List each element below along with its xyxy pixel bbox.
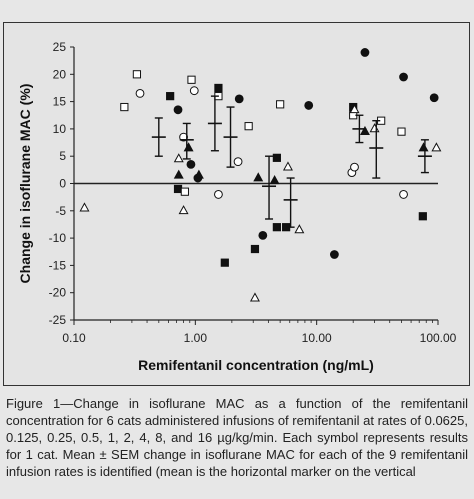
scatter-chart: -25 -20 -15 -10 -5 0 5 10 15 20 25 0.10 1.00 10.00 100…	[17, 40, 457, 373]
y-tick-label: -5	[55, 204, 66, 218]
data-point-filled-circle	[173, 105, 183, 115]
data-point-filled-square	[166, 92, 175, 101]
data-point-filled-triangle	[253, 172, 264, 182]
data-point-filled-square	[272, 153, 281, 162]
data-point-filled-square	[173, 184, 183, 194]
page-header-fragment	[0, 0, 474, 14]
y-tick-label: 25	[53, 40, 67, 54]
data-point-open-triangle	[294, 224, 305, 234]
data-point-open-triangle	[249, 292, 260, 302]
y-tick-label: -15	[49, 258, 67, 272]
data-point-open-square	[132, 70, 142, 79]
data-point-filled-circle	[360, 48, 370, 57]
y-tick-label: 20	[53, 67, 67, 81]
data-point-open-circle	[350, 162, 359, 172]
x-tick-label: 0.10	[62, 331, 86, 345]
y-tick-label: 0	[59, 177, 66, 191]
data-point-filled-triangle	[269, 175, 280, 185]
data-point-open-triangle	[431, 142, 442, 152]
data-point-filled-triangle	[359, 125, 370, 136]
data-point-filled-square	[214, 83, 223, 93]
data-point-filled-circle	[258, 230, 268, 240]
x-tick-label: 10.00	[302, 331, 332, 345]
data-point-filled-circle	[329, 250, 339, 259]
data-point-filled-triangle	[183, 142, 194, 152]
data-point-open-square	[180, 187, 189, 196]
data-point-filled-circle	[399, 72, 408, 82]
data-point-open-square	[397, 127, 406, 136]
caption-text: Figure 1—Change in isoflurane MAC as a f…	[6, 396, 468, 479]
figure-caption: Figure 1—Change in isoflurane MAC as a f…	[6, 395, 468, 480]
data-point-filled-triangle	[193, 169, 204, 179]
data-point-filled-square	[418, 212, 427, 221]
data-point-filled-square	[220, 258, 229, 267]
data-point-open-circle	[233, 157, 243, 167]
data-point-open-square	[244, 122, 253, 131]
data-point-filled-circle	[429, 93, 439, 103]
data-point-open-triangle	[79, 202, 90, 212]
data-point-filled-circle	[234, 94, 244, 104]
y-tick-label: -10	[49, 231, 67, 245]
y-tick-label: 10	[53, 122, 67, 136]
data-point-filled-circle	[186, 159, 196, 169]
data-point-open-square	[120, 102, 129, 112]
data-point-open-circle	[214, 190, 223, 199]
data-point-open-circle	[135, 89, 145, 98]
data-point-open-triangle	[178, 205, 189, 215]
data-point-filled-square	[272, 223, 281, 232]
x-axis-label: Remifentanil concentration (ng/mL)	[138, 357, 374, 373]
data-point-filled-triangle	[418, 142, 429, 152]
x-tick-label: 1.00	[184, 331, 208, 345]
data-point-open-circle	[189, 86, 199, 96]
data-point-open-triangle	[282, 161, 293, 171]
y-tick-label: 15	[53, 95, 67, 109]
y-tick-label: 5	[59, 149, 66, 163]
chart-frame: -25 -20 -15 -10 -5 0 5 10 15 20 25 0.10 1.00 10.00 100…	[3, 22, 470, 386]
data-point-open-triangle	[349, 104, 360, 114]
data-point-filled-circle	[304, 101, 314, 110]
data-point-open-square	[187, 75, 196, 84]
y-axis-label: Change in isoflurane MAC (%)	[17, 84, 33, 284]
data-point-open-triangle	[369, 123, 380, 133]
y-tick-label: -20	[49, 286, 67, 300]
y-tick-label: -25	[49, 313, 67, 327]
data-point-open-triangle	[173, 153, 184, 163]
data-point-open-square	[276, 100, 285, 109]
data-point-filled-triangle	[173, 169, 184, 179]
data-point-open-circle	[399, 190, 408, 199]
data-point-filled-square	[250, 244, 260, 254]
x-tick-label: 100.00	[420, 331, 457, 345]
